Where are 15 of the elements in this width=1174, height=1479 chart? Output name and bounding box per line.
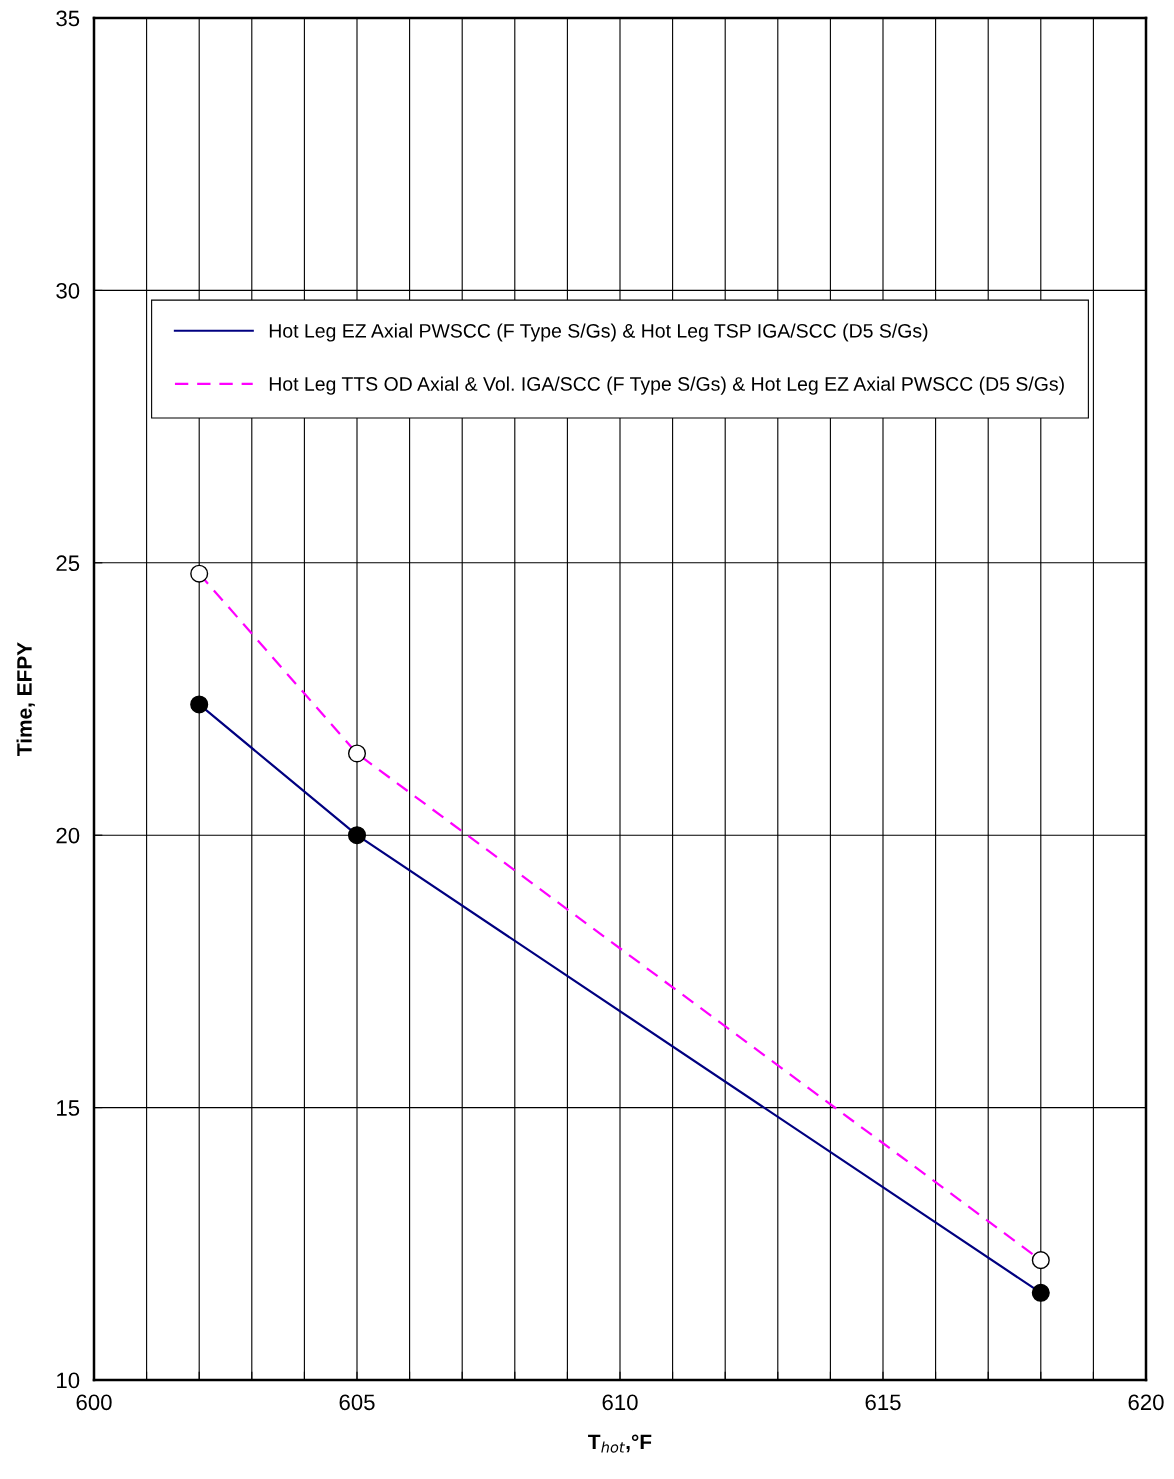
y-tick-label: 20 bbox=[56, 827, 80, 844]
y-tick-label: 30 bbox=[56, 282, 80, 299]
legend-label: Hot Leg TTS OD Axial & Vol. IGA/SCC (F Type S/Gs) & Hot Leg EZ Axial PWSCC (D5 S/Gs) bbox=[269, 376, 1064, 395]
y-tick-label: 15 bbox=[57, 1100, 80, 1116]
y-tick-label: 10 bbox=[57, 1372, 80, 1389]
y-axis-title: Time, EFPY bbox=[16, 642, 35, 756]
y-tick-label: 35 bbox=[56, 10, 80, 27]
legend-label: Hot Leg EZ Axial PWSCC (F Type S/Gs) & Hot Leg TSP IGA/SCC (D5 S/Gs) bbox=[269, 323, 928, 342]
x-tick-label: 605 bbox=[339, 1394, 375, 1411]
x-tick-label: 620 bbox=[1128, 1394, 1164, 1411]
x-tick-label: 615 bbox=[865, 1394, 901, 1411]
x-axis-title: T$_{hot}$,°F bbox=[588, 1434, 652, 1453]
x-tick-label: 600 bbox=[76, 1394, 112, 1411]
x-tick-label: 610 bbox=[602, 1394, 638, 1411]
y-tick-label: 25 bbox=[56, 555, 80, 572]
